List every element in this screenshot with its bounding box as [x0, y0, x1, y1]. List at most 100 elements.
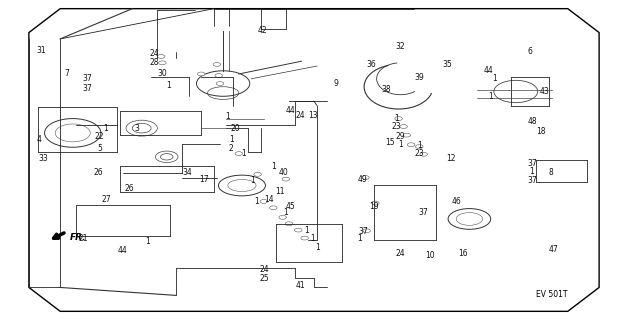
Text: 4: 4	[37, 135, 42, 144]
Circle shape	[403, 133, 411, 137]
Text: 37: 37	[82, 84, 92, 93]
Circle shape	[295, 228, 302, 232]
Circle shape	[158, 54, 165, 58]
Circle shape	[215, 74, 222, 77]
Text: 15: 15	[386, 138, 395, 147]
Circle shape	[282, 177, 290, 181]
Text: 1: 1	[229, 135, 234, 144]
Text: 21: 21	[78, 234, 88, 243]
Text: 12: 12	[446, 154, 455, 163]
Text: 9: 9	[333, 79, 338, 88]
Text: 49: 49	[358, 175, 368, 184]
Text: 45: 45	[285, 202, 295, 211]
Circle shape	[216, 82, 224, 85]
Text: 20: 20	[231, 124, 241, 132]
Text: 13: 13	[308, 111, 318, 120]
Circle shape	[363, 229, 371, 233]
Text: 24: 24	[259, 265, 269, 275]
Text: 1: 1	[492, 74, 497, 83]
Text: 1: 1	[254, 197, 259, 206]
Text: 48: 48	[528, 117, 537, 126]
Text: 1: 1	[146, 237, 150, 246]
Text: 30: 30	[158, 69, 167, 78]
Text: 1: 1	[104, 124, 109, 132]
Circle shape	[197, 72, 205, 76]
Circle shape	[285, 222, 293, 226]
Text: 27: 27	[101, 195, 111, 204]
Text: 32: 32	[396, 42, 405, 52]
Text: 44: 44	[285, 106, 295, 115]
Text: 46: 46	[452, 197, 462, 206]
Circle shape	[301, 236, 308, 240]
Text: 2: 2	[229, 144, 234, 153]
Text: 41: 41	[295, 281, 305, 290]
Text: 24: 24	[149, 49, 159, 58]
Text: 5: 5	[97, 144, 102, 153]
Text: 44: 44	[118, 246, 127, 255]
Text: 1: 1	[529, 167, 534, 176]
Text: 1: 1	[394, 114, 399, 123]
Text: 28: 28	[149, 58, 159, 67]
Text: 6: 6	[528, 47, 533, 56]
Text: 1: 1	[489, 92, 493, 101]
Text: 26: 26	[124, 184, 134, 193]
Text: 40: 40	[279, 168, 289, 177]
Text: 18: 18	[536, 127, 546, 136]
Text: 8: 8	[548, 168, 553, 177]
Text: 44: 44	[484, 66, 493, 75]
Text: 7: 7	[64, 69, 69, 78]
Circle shape	[260, 199, 268, 203]
Text: 47: 47	[548, 245, 558, 254]
Circle shape	[213, 62, 220, 66]
Text: 35: 35	[442, 60, 452, 69]
Text: 38: 38	[381, 85, 391, 94]
Text: 37: 37	[419, 208, 428, 217]
Circle shape	[362, 176, 369, 180]
Text: 36: 36	[367, 60, 377, 69]
Text: 42: 42	[258, 27, 268, 36]
Circle shape	[159, 61, 166, 65]
Text: 1: 1	[315, 243, 320, 252]
Text: 1: 1	[225, 113, 230, 122]
Text: 29: 29	[396, 132, 405, 140]
Text: 37: 37	[527, 159, 537, 168]
Text: 34: 34	[183, 168, 192, 177]
Text: 26: 26	[93, 168, 102, 177]
Text: 1: 1	[166, 81, 171, 90]
Circle shape	[269, 206, 277, 210]
Text: EV 501T: EV 501T	[536, 290, 568, 299]
Text: 1: 1	[357, 234, 362, 243]
Text: 39: 39	[414, 73, 424, 82]
Text: 1: 1	[250, 176, 255, 185]
Circle shape	[416, 145, 423, 148]
Text: 37: 37	[82, 74, 92, 83]
Circle shape	[372, 201, 379, 205]
Circle shape	[235, 152, 242, 156]
Text: 1: 1	[283, 208, 288, 217]
Circle shape	[400, 124, 408, 128]
Circle shape	[279, 215, 286, 219]
Text: 1: 1	[417, 141, 421, 150]
Text: 22: 22	[95, 132, 104, 140]
Text: 19: 19	[369, 202, 378, 211]
Text: 23: 23	[392, 122, 401, 131]
Text: 37: 37	[527, 176, 537, 185]
Text: 1: 1	[241, 149, 246, 158]
Text: 10: 10	[425, 251, 435, 260]
Text: 24: 24	[396, 250, 405, 259]
Text: 24: 24	[295, 111, 305, 120]
Text: 16: 16	[458, 250, 468, 259]
Text: 3: 3	[135, 124, 140, 132]
Circle shape	[408, 143, 415, 147]
Text: 31: 31	[36, 45, 46, 55]
Text: 1: 1	[271, 162, 276, 171]
Text: 17: 17	[200, 175, 209, 184]
Text: 37: 37	[358, 227, 368, 236]
Text: 1: 1	[310, 234, 315, 243]
Circle shape	[420, 152, 428, 156]
Text: 25: 25	[259, 274, 269, 283]
Text: 23: 23	[414, 149, 424, 158]
Text: 14: 14	[264, 195, 274, 204]
Text: 43: 43	[539, 87, 550, 96]
Text: 1: 1	[304, 226, 309, 235]
